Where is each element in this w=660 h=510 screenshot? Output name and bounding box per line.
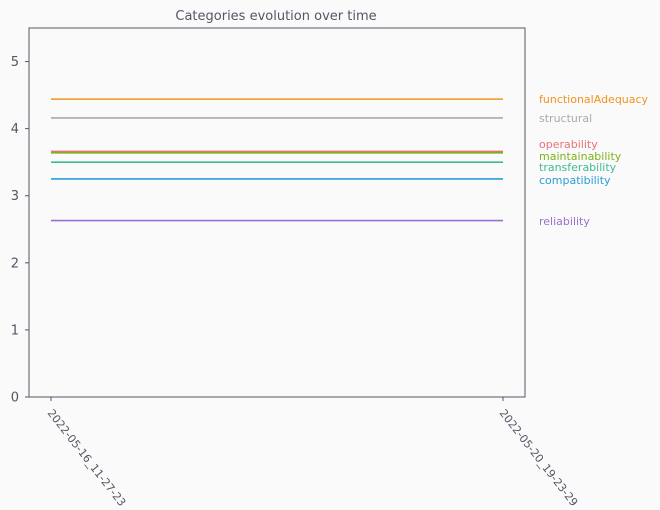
plot-area: [28, 27, 526, 398]
chart-title: Categories evolution over time: [175, 9, 376, 24]
series-label-structural: structural: [539, 112, 592, 125]
x-tick-label: 2022-05-16_11-27-23: [45, 407, 129, 509]
y-tick-label: 3: [11, 189, 19, 204]
y-tick-label: 5: [11, 55, 19, 70]
x-tick-label: 2022-05-20_19-23-29: [497, 407, 581, 509]
series-label-maintainability: maintainability: [539, 150, 622, 163]
series-label-transferability: transferability: [539, 161, 617, 174]
x-axis: 2022-05-16_11-27-23 2022-05-20_19-23-29: [45, 397, 581, 509]
y-tick-label: 0: [11, 391, 19, 406]
series-label-compatibility: compatibility: [539, 174, 611, 187]
y-tick-label: 2: [11, 256, 19, 271]
series-group: [51, 98, 503, 222]
series-label-functionalAdequacy: functionalAdequacy: [539, 93, 649, 106]
series-label-operability: operability: [539, 138, 598, 151]
y-tick-label: 1: [11, 323, 19, 338]
series-label-reliability: reliability: [539, 215, 590, 228]
y-tick-label: 4: [11, 122, 19, 137]
y-axis: 0 1 2 3 4 5: [11, 55, 29, 406]
series-labels: functionalAdequacy structural operabilitym…: [539, 93, 649, 228]
